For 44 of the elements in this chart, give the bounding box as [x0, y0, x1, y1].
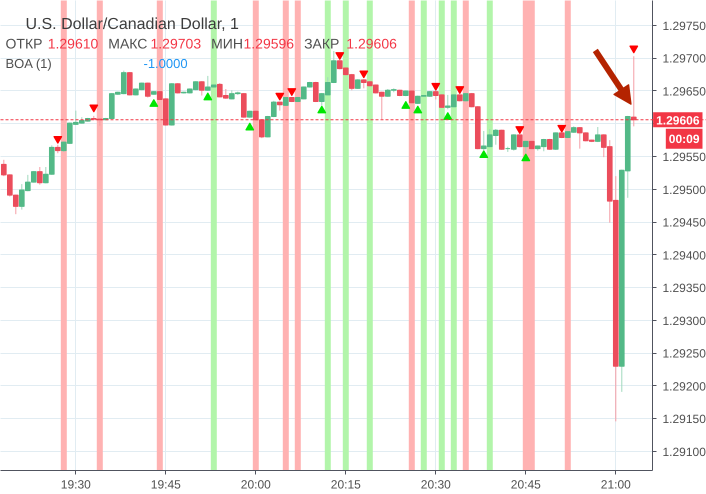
annotation: -1.0000	[144, 56, 188, 71]
candlestick	[498, 129, 505, 150]
candlestick	[144, 82, 151, 98]
y-tick-label: 1.29650	[662, 84, 706, 98]
text: 00:09	[668, 132, 700, 146]
y-tick-label: 1.29250	[662, 346, 706, 361]
x-tick-label: 20:30	[420, 478, 452, 492]
candlestick	[408, 90, 415, 104]
x-tick-label: 20:45	[510, 478, 542, 492]
candlestick	[198, 80, 205, 96]
annotation: 1.29596	[243, 36, 294, 52]
annotation: 1.29606	[346, 36, 398, 52]
candlestick	[240, 92, 247, 118]
annotation: МИН	[211, 36, 243, 52]
candlestick	[354, 78, 361, 90]
candlestick	[552, 132, 559, 150]
y-tick-label: 1.29200	[662, 379, 706, 394]
y-tick-label: 1.29100	[662, 444, 706, 459]
y-tick-label: 1.29400	[662, 248, 706, 262]
y-tick-label: 1.29350	[662, 281, 706, 296]
annotation: 1.29703	[150, 36, 202, 52]
y-tick-label: 1.29450	[662, 216, 706, 230]
annotation: МАКС	[108, 36, 148, 52]
y-tick-label: 1.29700	[662, 52, 706, 66]
y-tick-label: 1.29550	[662, 150, 706, 164]
y-tick-label: 1.29300	[662, 314, 706, 328]
x-tick-label: 21:00	[600, 478, 632, 492]
x-tick-label: 19:30	[60, 478, 92, 492]
text: U.S. Dollar/Canadian Dollar, 1	[26, 16, 240, 33]
candlestick	[594, 126, 601, 143]
candlestick	[630, 56, 637, 127]
candlestick	[36, 166, 43, 186]
annotation: 1.29610	[48, 36, 99, 52]
x-tick-label: 20:15	[330, 478, 362, 492]
y-tick-label: 1.29500	[662, 182, 706, 197]
y-tick-label: 1.29150	[662, 412, 706, 426]
candlestick	[258, 118, 265, 139]
x-tick-label: 19:45	[150, 478, 182, 492]
ref-line-label: 1.29606	[656, 113, 700, 128]
annotation: BOA (1)	[6, 56, 52, 71]
annotation: ОТКР	[6, 36, 42, 52]
annotation: ЗАКР	[304, 36, 340, 52]
y-tick-label: 1.29750	[662, 18, 706, 33]
x-tick-label: 20:00	[240, 478, 272, 492]
